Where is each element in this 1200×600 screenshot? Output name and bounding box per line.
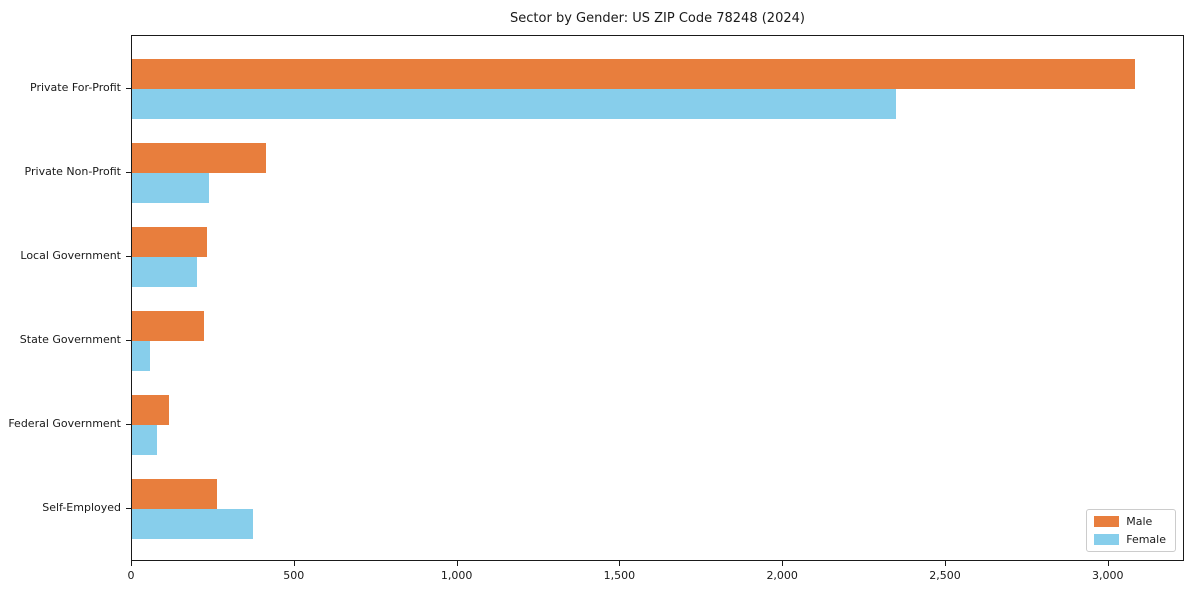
y-tick-label: Private Non-Profit: [24, 165, 121, 178]
legend-swatch-female-icon: [1094, 534, 1120, 545]
bar-male: [132, 227, 207, 257]
chart-title: Sector by Gender: US ZIP Code 78248 (202…: [510, 11, 805, 26]
x-tick-label: 2,500: [929, 569, 961, 582]
bar-male: [132, 479, 217, 509]
x-tick-mark: [945, 561, 946, 566]
bar-male: [132, 311, 204, 341]
legend: Male Female: [1086, 509, 1176, 552]
bar-female: [132, 509, 253, 539]
bar-female: [132, 89, 896, 119]
plot-area: Male Female: [131, 35, 1184, 561]
y-tick-label: Private For-Profit: [30, 81, 121, 94]
legend-swatch-male-icon: [1094, 516, 1120, 527]
legend-label-female: Female: [1126, 533, 1166, 546]
legend-label-male: Male: [1126, 515, 1153, 528]
x-tick-label: 0: [127, 569, 135, 582]
y-tick-mark: [126, 256, 131, 257]
x-tick-mark: [782, 561, 784, 566]
y-tick-mark: [126, 424, 131, 425]
x-tick-label: 3,000: [1092, 569, 1124, 582]
legend-row-female: Female: [1094, 533, 1166, 546]
x-tick-mark: [456, 561, 458, 566]
x-tick-mark: [1107, 561, 1109, 566]
bar-female: [132, 425, 158, 455]
x-tick-label: 500: [283, 569, 305, 582]
legend-row-male: Male: [1094, 515, 1166, 528]
bar-male: [132, 395, 170, 425]
x-tick-mark: [131, 561, 132, 566]
bar-male: [132, 143, 266, 173]
bar-male: [132, 59, 1135, 89]
y-tick-label: State Government: [19, 333, 121, 346]
y-tick-label: Federal Government: [8, 417, 121, 430]
x-tick-mark: [293, 561, 295, 566]
y-tick-label: Local Government: [20, 249, 121, 262]
x-tick-label: 1,000: [440, 569, 473, 582]
y-tick-label: Self-Employed: [42, 501, 121, 514]
y-tick-mark: [126, 172, 131, 173]
y-tick-mark: [126, 340, 131, 341]
x-tick-label: 1,500: [603, 569, 636, 582]
bar-female: [132, 341, 150, 371]
x-tick-label: 2,000: [766, 569, 798, 582]
x-tick-mark: [619, 561, 621, 566]
bar-female: [132, 173, 209, 203]
y-tick-mark: [126, 88, 131, 89]
y-tick-mark: [126, 508, 131, 509]
bar-female: [132, 257, 198, 287]
